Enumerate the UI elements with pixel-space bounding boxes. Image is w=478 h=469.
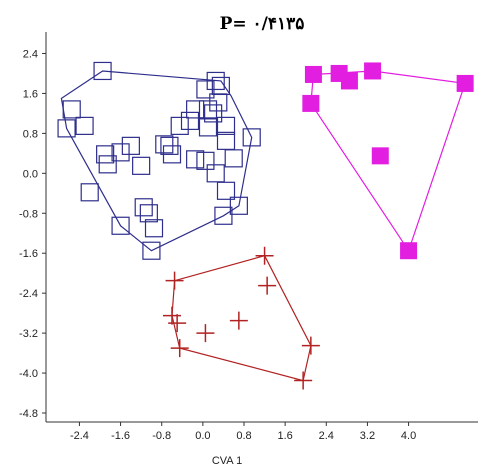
x-tick-label: 3.2 bbox=[360, 430, 375, 442]
plus-point bbox=[256, 247, 274, 265]
plus-point bbox=[171, 339, 189, 357]
x-tick-label: -0.8 bbox=[152, 430, 171, 442]
chart-title: P= ۰/۴۱۳۵ bbox=[220, 14, 305, 34]
y-tick-label: -3.2 bbox=[19, 328, 38, 340]
plus-point bbox=[168, 314, 186, 332]
open-square-point bbox=[210, 94, 227, 111]
filled-square-point bbox=[303, 95, 319, 111]
filled-square-point bbox=[457, 75, 473, 91]
group-hulls bbox=[61, 71, 465, 381]
y-tick-label: -2.4 bbox=[19, 288, 38, 300]
y-tick-label: 2.4 bbox=[23, 48, 38, 60]
open-square-point bbox=[187, 101, 204, 118]
x-tick-label: 4.0 bbox=[401, 430, 416, 442]
y-tick-label: 0.8 bbox=[23, 128, 38, 140]
open-square-point bbox=[63, 101, 80, 118]
filled-square-point bbox=[372, 148, 388, 164]
plus-point bbox=[302, 337, 320, 355]
x-tick-label: 0.0 bbox=[195, 430, 210, 442]
filled-square-point bbox=[401, 243, 417, 259]
x-tick-label: -2.4 bbox=[70, 430, 89, 442]
x-tick-label: 0.8 bbox=[236, 430, 251, 442]
y-tick-label: 0.0 bbox=[23, 168, 38, 180]
open-square-point bbox=[133, 157, 150, 174]
plus-point bbox=[196, 324, 214, 342]
open-square-point bbox=[207, 165, 224, 182]
open-square-point bbox=[156, 136, 173, 153]
chart-axes: 2.4 1.6 0.8 0.0 -0.8 -1.6 -2.4 -3.2 -4.0 -4.8 -2.4… bbox=[19, 32, 478, 442]
filled-square-point bbox=[305, 66, 321, 82]
open-square-point bbox=[171, 117, 188, 134]
open-square-point bbox=[200, 101, 217, 118]
group-hull-3 bbox=[172, 256, 311, 381]
plus-point bbox=[230, 312, 248, 330]
open-square-point bbox=[122, 137, 139, 154]
open-square-point bbox=[225, 150, 242, 167]
open-square-point bbox=[112, 144, 129, 161]
open-square-point bbox=[76, 117, 93, 134]
plus-point bbox=[294, 372, 312, 390]
y-tick-label: 1.6 bbox=[23, 88, 38, 100]
open-square-point bbox=[81, 184, 98, 201]
x-axis-title: CVA 1 bbox=[212, 455, 242, 467]
open-square-point bbox=[182, 112, 199, 129]
y-tick-label: -4.8 bbox=[19, 408, 38, 420]
x-tick-label: 2.4 bbox=[319, 430, 334, 442]
filled-square-point bbox=[365, 63, 381, 79]
plus-point bbox=[258, 277, 276, 295]
x-tick-label: -1.6 bbox=[111, 430, 130, 442]
open-square-point bbox=[135, 199, 152, 216]
plus-point bbox=[166, 272, 184, 290]
filled-square-point bbox=[341, 73, 357, 89]
y-tick-label: -1.6 bbox=[19, 248, 38, 260]
open-square-point bbox=[187, 151, 204, 168]
plus-point bbox=[163, 307, 181, 325]
y-tick-label: -0.8 bbox=[19, 208, 38, 220]
open-square-point bbox=[197, 152, 214, 169]
x-tick-label: 1.6 bbox=[277, 430, 292, 442]
y-tick-label: -4.0 bbox=[19, 368, 38, 380]
